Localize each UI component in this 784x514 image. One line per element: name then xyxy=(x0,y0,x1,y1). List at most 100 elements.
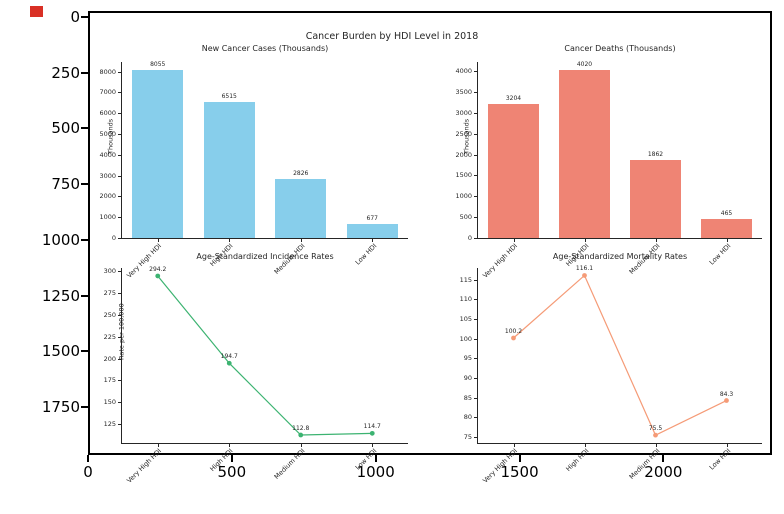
y-tickmark xyxy=(474,417,477,419)
y-tick-label: 150 xyxy=(103,398,116,407)
outer-y-tick-label: 0 xyxy=(70,8,80,26)
y-tickmark xyxy=(118,270,121,272)
bar xyxy=(487,104,540,238)
y-tick-label: 75 xyxy=(463,433,472,442)
y-tick-label: 80 xyxy=(463,413,472,422)
y-tickmark xyxy=(474,92,477,94)
x-tickmark xyxy=(584,239,586,242)
outer-y-tick-label: 1000 xyxy=(41,230,80,249)
x-tickmark xyxy=(300,444,302,447)
data-point-marker xyxy=(653,432,658,438)
y-tick-label: 2000 xyxy=(99,192,116,201)
y-tickmark xyxy=(474,196,477,198)
y-tickmark xyxy=(118,336,121,338)
line-path xyxy=(513,274,727,436)
y-tickmark xyxy=(118,217,121,219)
outer-y-tickmark xyxy=(81,16,88,18)
x-tickmark xyxy=(655,239,657,242)
y-tick-label: 0 xyxy=(111,234,116,242)
y-tick-label: 2500 xyxy=(455,129,472,138)
left-spine xyxy=(477,62,478,239)
y-tick-label: 105 xyxy=(459,315,472,324)
outer-y-tickmark xyxy=(81,406,88,409)
y-tick-label: 6000 xyxy=(99,109,116,118)
line-series xyxy=(155,273,375,438)
y-tickmark xyxy=(474,397,477,399)
y-tickmark xyxy=(474,338,477,340)
outer-x-tickmark xyxy=(518,455,521,462)
y-tickmark xyxy=(118,402,121,404)
y-tickmark xyxy=(118,196,121,198)
bar-value-label: 8055 xyxy=(150,61,166,69)
data-point-marker xyxy=(155,273,161,279)
point-value-label: 116.1 xyxy=(575,265,594,273)
outer-y-tickmark xyxy=(81,183,88,186)
bottom-spine xyxy=(121,443,408,444)
y-tick-label: 110 xyxy=(459,295,472,304)
line-path xyxy=(157,275,373,436)
outer-y-tickmark xyxy=(81,350,88,353)
outer-y-tick-label: 1750 xyxy=(41,398,80,417)
bar-value-label: 1862 xyxy=(647,151,664,159)
y-tick-label: 500 xyxy=(459,213,472,222)
subplot-title: Age-Standardized Incidence Rates xyxy=(196,252,334,261)
bottom-spine xyxy=(477,443,762,444)
y-tick-label: 1000 xyxy=(99,213,116,222)
subplot-title: Age-Standardized Mortality Rates xyxy=(552,252,688,261)
y-tickmark xyxy=(474,112,477,114)
outer-y-tickmark xyxy=(81,294,88,297)
y-tickmark xyxy=(474,175,477,177)
y-tick-label: 4000 xyxy=(99,150,116,159)
y-tick-label: 300 xyxy=(103,266,116,275)
y-tickmark xyxy=(118,154,121,156)
outer-x-tick-label: 2000 xyxy=(644,463,683,481)
data-point-marker xyxy=(582,273,587,278)
data-point-marker xyxy=(724,398,729,403)
bar xyxy=(346,223,398,238)
line-series xyxy=(511,273,729,438)
y-tick-label: 100 xyxy=(459,334,472,343)
y-tick-label: 4000 xyxy=(455,67,472,76)
y-tickmark xyxy=(474,279,477,281)
bar-value-label: 4020 xyxy=(576,61,593,69)
y-tickmark xyxy=(474,358,477,360)
outer-y-tick-label: 1250 xyxy=(41,286,80,305)
point-value-label: 84.3 xyxy=(719,390,734,398)
outer-y-tickmark xyxy=(81,238,88,241)
y-tickmark xyxy=(474,154,477,156)
x-tickmark xyxy=(726,239,728,242)
y-tick-label: 275 xyxy=(103,288,116,297)
y-tick-label: 7000 xyxy=(99,88,116,97)
y-tick-label: 200 xyxy=(103,354,116,363)
x-tickmark xyxy=(229,239,231,242)
left-spine xyxy=(477,268,478,444)
bottom-spine xyxy=(121,238,408,239)
bar-value-label: 2826 xyxy=(293,170,309,178)
y-tickmark xyxy=(118,380,121,382)
point-value-label: 112.8 xyxy=(292,425,310,433)
subplot-title: Cancer Deaths (Thousands) xyxy=(564,44,676,53)
outer-x-tickmark xyxy=(662,455,665,462)
y-tick-label: 90 xyxy=(463,374,472,383)
y-tickmark xyxy=(474,71,477,73)
y-tick-label: 3500 xyxy=(455,88,472,97)
data-point-marker xyxy=(369,430,375,436)
point-value-label: 194.7 xyxy=(220,353,238,361)
y-tickmark xyxy=(118,71,121,73)
left-spine xyxy=(121,268,122,444)
x-tickmark xyxy=(513,444,515,447)
outer-y-tick-label: 500 xyxy=(51,119,80,138)
x-tickmark xyxy=(372,444,374,447)
bottom-spine xyxy=(477,238,762,239)
outer-x-tick-label: 1500 xyxy=(500,463,539,481)
notebook-output-marker xyxy=(30,6,43,17)
outer-x-tick-label: 500 xyxy=(217,463,247,481)
x-tickmark xyxy=(584,444,586,447)
y-tick-label: 125 xyxy=(103,420,116,429)
outer-x-tickmark xyxy=(230,455,233,462)
y-tick-label: 0 xyxy=(467,234,472,242)
bar xyxy=(203,102,255,238)
y-tick-label: 3000 xyxy=(455,108,472,117)
point-value-label: 75.5 xyxy=(648,425,663,433)
